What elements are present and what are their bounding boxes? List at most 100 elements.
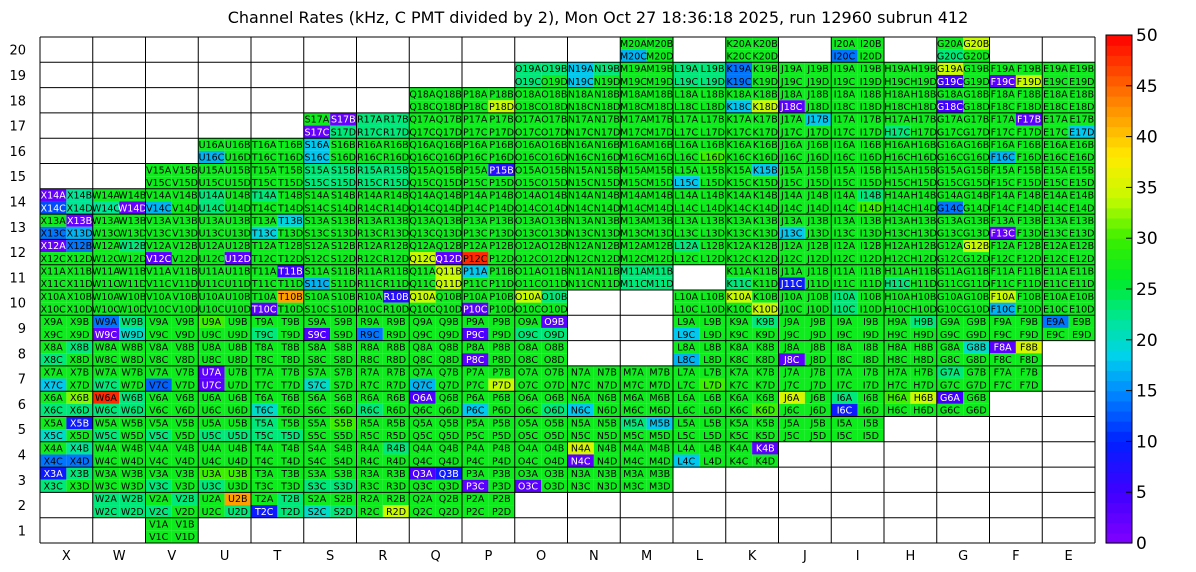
channel-label-N16C: N16C: [568, 153, 594, 164]
channel-label-I19D: I19D: [860, 77, 882, 88]
channel-cell-P2A: [462, 492, 489, 506]
channel-cell-W2B: [119, 492, 146, 506]
channel-label-V12A: V12A: [146, 241, 172, 252]
channel-cell-J6C: [778, 403, 805, 417]
channel-label-U15A: U15A: [199, 165, 225, 176]
channel-label-J11C: J11C: [780, 279, 803, 290]
channel-cell-F9B: [1015, 315, 1043, 328]
channel-cell-X11B: [66, 264, 93, 278]
channel-cell-N13D: [593, 226, 621, 240]
channel-label-G19B: G19B: [963, 64, 989, 75]
colorbar-segment: [1106, 309, 1132, 321]
channel-cell-E11A: [1042, 264, 1069, 278]
channel-label-X10C: X10C: [41, 304, 67, 315]
channel-label-L4C: L4C: [677, 456, 695, 467]
channel-cell-P13B: [488, 214, 515, 227]
channel-label-K16A: K16A: [727, 140, 752, 151]
channel-label-Q18C: Q18C: [409, 102, 436, 113]
channel-cell-U6B: [224, 391, 252, 404]
channel-cell-K9C: [725, 327, 753, 341]
colorbar-tick-label: 15: [1136, 382, 1158, 402]
channel-cell-F11A: [989, 264, 1016, 278]
channel-cell-W7A: [92, 365, 120, 379]
channel-label-V12C: V12C: [146, 254, 172, 265]
channel-label-P4D: P4D: [492, 456, 511, 467]
channel-cell-X4D: [66, 454, 93, 468]
channel-label-X4A: X4A: [44, 444, 64, 455]
channel-label-I10D: I10D: [860, 304, 882, 315]
channel-cell-K8D: [752, 353, 779, 366]
channel-cell-V12D: [171, 252, 199, 265]
channel-label-S16B: S16B: [331, 140, 356, 151]
channel-cell-U8D: [224, 353, 252, 366]
channel-label-N7C: N7C: [571, 380, 591, 391]
channel-label-K10A: K10A: [727, 292, 752, 303]
channel-label-N5C: N5C: [571, 431, 591, 442]
channel-label-R12D: R12D: [383, 254, 409, 265]
channel-label-S16C: S16C: [305, 153, 330, 164]
channel-cell-K10D: [752, 302, 779, 316]
channel-label-V11C: V11C: [146, 279, 172, 290]
channel-cell-P4D: [488, 454, 515, 468]
channel-cell-I9C: [831, 327, 858, 341]
channel-cell-L12C: [673, 252, 700, 265]
channel-label-R11D: R11D: [383, 279, 409, 290]
channel-cell-P2B: [488, 492, 515, 506]
channel-label-U5D: U5D: [228, 431, 248, 442]
channel-cell-R10A: [356, 290, 383, 303]
channel-label-S15B: S15B: [331, 165, 356, 176]
channel-label-O3D: O3D: [544, 482, 565, 493]
channel-label-Q15D: Q15D: [435, 178, 462, 189]
channel-label-X9B: X9B: [70, 317, 89, 328]
channel-cell-I12C: [831, 252, 858, 265]
channel-cell-H8A: [884, 340, 911, 354]
channel-cell-R5A: [356, 416, 383, 430]
channel-cell-S11C: [303, 277, 331, 290]
channel-label-S7D: S7D: [334, 380, 353, 391]
channel-cell-N5A: [567, 416, 594, 430]
channel-label-P5C: P5C: [466, 431, 485, 442]
channel-label-M14B: M14B: [646, 191, 673, 202]
channel-cell-H12C: [884, 252, 911, 265]
channel-label-T14C: T14C: [251, 203, 277, 214]
channel-label-Q14C: Q14C: [409, 203, 436, 214]
channel-label-H18B: H18B: [911, 89, 937, 100]
channel-cell-T9B: [277, 315, 304, 328]
channel-label-T8B: T8B: [280, 342, 299, 353]
channel-label-W7C: W7C: [95, 380, 117, 391]
channel-label-I11C: I11C: [834, 279, 856, 290]
channel-cell-Q7A: [409, 365, 436, 379]
channel-label-V15B: V15B: [173, 165, 198, 176]
channel-cell-W8C: [92, 353, 120, 366]
channel-cell-E12C: [1042, 252, 1069, 265]
channel-label-X3B: X3B: [70, 469, 89, 480]
channel-cell-K13C: [725, 226, 753, 240]
channel-cell-I5C: [831, 429, 858, 442]
channel-label-F11C: F11C: [991, 279, 1016, 290]
channel-cell-T5B: [277, 416, 304, 430]
channel-cell-S2C: [303, 505, 331, 518]
channel-cell-Q5C: [409, 429, 436, 442]
channel-label-E10D: E10D: [1069, 304, 1094, 315]
channel-label-L14A: L14A: [674, 191, 698, 202]
channel-label-H8D: H8D: [913, 355, 934, 366]
channel-cell-V13D: [171, 226, 199, 240]
channel-label-L12B: L12B: [701, 241, 725, 252]
channel-label-L19C: L19C: [674, 77, 698, 88]
channel-label-R6D: R6D: [386, 406, 406, 417]
channel-label-P17D: P17D: [489, 127, 514, 138]
channel-cell-V11A: [145, 264, 172, 278]
channel-cell-N7D: [593, 378, 621, 392]
channel-cell-T10B: [277, 290, 304, 303]
channel-label-G10A: G10A: [937, 292, 963, 303]
channel-cell-U11A: [198, 264, 225, 278]
channel-label-P11B: P11B: [489, 267, 513, 278]
channel-label-N19C: N19C: [568, 77, 594, 88]
channel-label-W8C: W8C: [95, 355, 117, 366]
channel-label-S14A: S14A: [305, 191, 330, 202]
channel-cell-R13D: [382, 226, 410, 240]
channel-cell-G6C: [936, 403, 964, 417]
colorbar-segment: [1106, 197, 1132, 209]
channel-label-U15C: U15C: [199, 178, 225, 189]
channel-cell-R7C: [356, 378, 383, 392]
